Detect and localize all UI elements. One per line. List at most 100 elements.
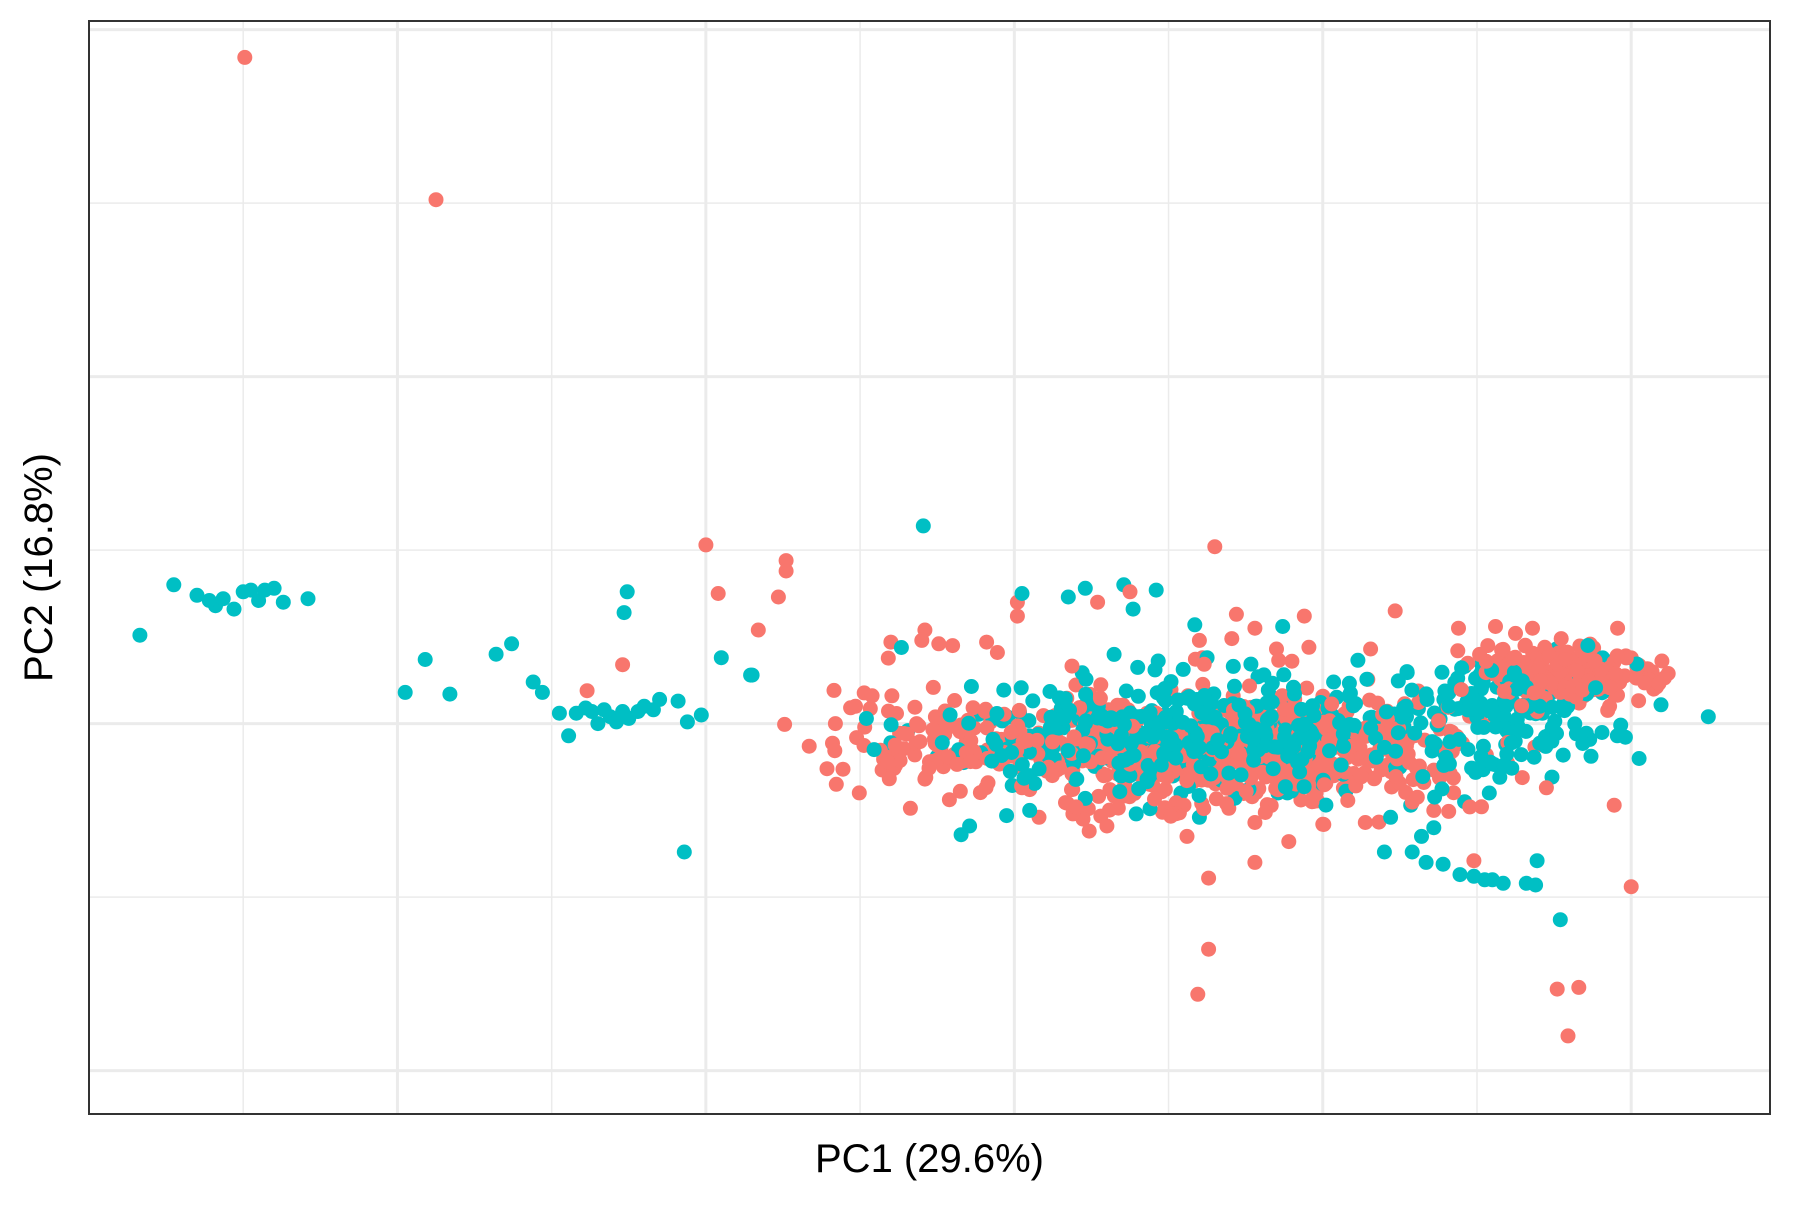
- scatter-point-teal: [1078, 686, 1094, 702]
- scatter-point-teal: [1013, 680, 1029, 696]
- scatter-point-teal: [1057, 691, 1073, 707]
- scatter-point-teal: [1187, 617, 1203, 633]
- scatter-point-teal: [1304, 729, 1320, 745]
- scatter-point-red: [1096, 768, 1112, 784]
- scatter-point-teal: [189, 587, 205, 603]
- scatter-point-red: [949, 756, 965, 772]
- scatter-point-red: [1569, 663, 1585, 679]
- scatter-point-teal: [1549, 726, 1564, 741]
- scatter-point-red: [1066, 729, 1082, 745]
- scatter-point-red: [972, 785, 988, 801]
- scatter-point-teal: [442, 686, 458, 702]
- scatter-point-red: [989, 645, 1005, 660]
- scatter-point-red: [1508, 625, 1523, 641]
- scatter-point-teal: [397, 684, 413, 700]
- scatter-point-teal: [1613, 717, 1629, 733]
- scatter-point-teal: [1283, 739, 1299, 755]
- scatter-point-red: [1388, 769, 1404, 785]
- scatter-point-red: [827, 716, 843, 732]
- scatter-point-red: [1311, 757, 1327, 773]
- scatter-point-teal: [1414, 828, 1429, 844]
- scatter-point-teal: [525, 674, 541, 690]
- scatter-point-teal: [1002, 763, 1018, 779]
- scatter-point-red: [1147, 791, 1162, 807]
- scatter-point-teal: [1106, 646, 1122, 662]
- scatter-point-red: [1514, 770, 1530, 786]
- scatter-point-red: [963, 754, 978, 770]
- scatter-point-teal: [1512, 721, 1528, 737]
- scatter-point-teal: [1293, 701, 1309, 717]
- scatter-point-teal: [1246, 752, 1262, 768]
- scatter-point-teal: [1451, 731, 1467, 747]
- scatter-point-teal: [1207, 709, 1223, 725]
- scatter-point-teal: [1415, 769, 1431, 785]
- scatter-point-red: [1201, 870, 1217, 886]
- scatter-point-teal: [1175, 661, 1191, 677]
- scatter-point-teal: [713, 650, 729, 666]
- scatter-point-red: [884, 688, 900, 704]
- scatter-point-teal: [1454, 660, 1470, 676]
- scatter-point-teal: [1123, 736, 1139, 752]
- scatter-point-red: [428, 192, 444, 208]
- scatter-point-teal: [1113, 768, 1129, 784]
- scatter-point-teal: [963, 679, 979, 694]
- scatter-point-red: [979, 634, 995, 650]
- scatter-point-red: [770, 589, 786, 605]
- scatter-point-red: [1446, 785, 1462, 801]
- scatter-point-red: [579, 683, 595, 699]
- scatter-point-teal: [1014, 586, 1030, 601]
- scatter-point-red: [1247, 815, 1263, 830]
- scatter-point-teal: [1060, 743, 1076, 759]
- scatter-point-teal: [1214, 744, 1229, 760]
- scatter-point-red: [912, 734, 928, 750]
- scatter-point-red: [1316, 777, 1332, 793]
- scatter-point-teal: [1333, 757, 1349, 773]
- scatter-point-teal: [1077, 580, 1093, 596]
- scatter-point-teal: [1292, 764, 1308, 780]
- scatter-point-teal: [132, 627, 148, 643]
- scatter-point-teal: [1116, 717, 1132, 733]
- scatter-point-teal: [596, 702, 612, 718]
- scatter-point-red: [1451, 620, 1466, 636]
- scatter-point-teal: [1326, 674, 1342, 690]
- scatter-point-red: [1045, 734, 1060, 750]
- scatter-point-teal: [988, 737, 1004, 752]
- scatter-point-red: [710, 586, 726, 601]
- scatter-point-red: [1324, 731, 1339, 747]
- scatter-point-red: [1557, 652, 1573, 668]
- scatter-point-teal: [915, 518, 931, 534]
- scatter-point-red: [1020, 732, 1036, 748]
- scatter-point-teal: [1275, 619, 1291, 634]
- scatter-point-teal: [1503, 735, 1519, 751]
- scatter-point-teal: [1112, 784, 1128, 800]
- scatter-point-teal: [1075, 748, 1091, 764]
- scatter-point-teal: [1264, 694, 1280, 710]
- scatter-point-teal: [215, 591, 231, 607]
- scatter-point-red: [1526, 685, 1542, 701]
- scatter-point-red: [1242, 678, 1257, 694]
- scatter-point-teal: [1617, 729, 1633, 745]
- scatter-point-teal: [235, 584, 251, 600]
- scatter-point-teal: [578, 700, 594, 716]
- scatter-point-teal: [1700, 709, 1716, 725]
- scatter-point-teal: [883, 717, 899, 733]
- scatter-point-red: [1495, 641, 1511, 657]
- scatter-point-teal: [1513, 747, 1529, 763]
- scatter-point-teal: [615, 704, 631, 719]
- scatter-point-red: [1281, 834, 1297, 850]
- scatter-point-red: [1602, 680, 1618, 696]
- scatter-point-teal: [676, 844, 692, 860]
- scatter-point-red: [1296, 608, 1312, 624]
- scatter-point-red: [1196, 656, 1212, 672]
- scatter-point-teal: [1130, 688, 1146, 704]
- scatter-point-red: [1064, 658, 1080, 674]
- scatter-point-teal: [1186, 744, 1202, 760]
- scatter-point-red: [777, 716, 793, 732]
- scatter-point-red: [1068, 799, 1084, 815]
- scatter-point-teal: [1183, 718, 1199, 734]
- scatter-point-red: [1466, 853, 1482, 869]
- scatter-point-red: [1426, 802, 1442, 818]
- scatter-point-red: [828, 776, 844, 792]
- scatter-point-red: [1587, 653, 1603, 669]
